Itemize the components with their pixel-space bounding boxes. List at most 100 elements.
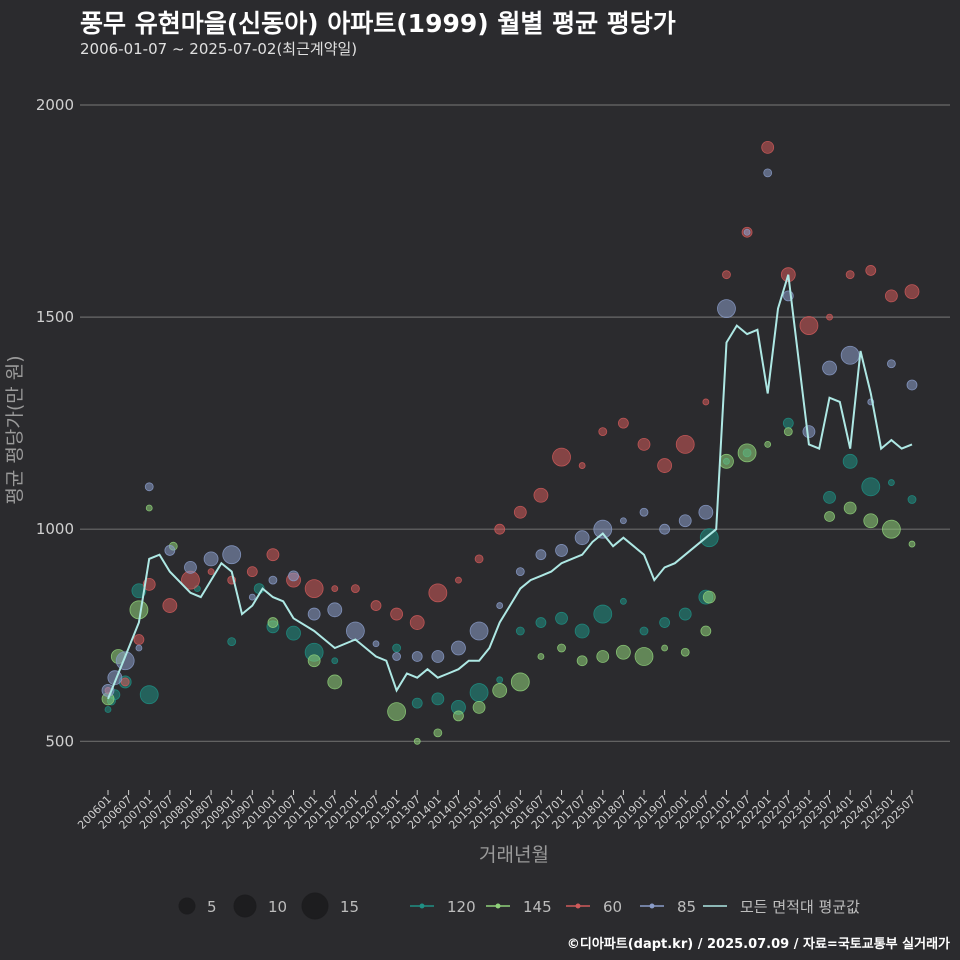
point-120-202507 [907,495,917,504]
point-85-201201 [345,621,365,641]
point-60-200606 [120,677,130,687]
point-85-200901 [222,545,242,565]
point-85-201101 [307,607,321,621]
legend-size-label-10: 10 [268,898,287,916]
point-120-200901 [227,637,237,647]
y-tick-labels: 500 1000 1500 2000 [36,96,74,750]
point-85-202501 [886,359,896,369]
point-60-201307 [409,615,425,630]
point-60-201601 [513,505,527,519]
point-120-202407 [861,477,881,497]
point-85-201307 [411,651,423,662]
point-60-201107 [331,585,339,593]
point-85-201507 [496,602,504,609]
legend-size-5 [178,897,196,915]
point-120-201601 [515,626,525,636]
chart-subtitle: 2006-01-07 ~ 2025-07-02(최근계약일) [80,40,358,58]
point-145-202007 [700,625,712,637]
point-120-201501 [469,683,489,702]
point-145-201601 [510,672,530,692]
point-60-200907 [246,566,258,578]
point-60-201901 [637,437,651,451]
point-120-202008 [699,528,719,548]
point-145-201801 [596,650,610,663]
point-145-201101 [307,654,321,668]
y-tick-2000: 2000 [36,96,74,114]
point-85-201601 [515,567,525,577]
y-axis-label: 평균 평당가(만 원) [4,355,26,504]
point-85-202507 [906,379,918,391]
scatter-points [101,140,920,745]
point-85-202001 [678,514,692,528]
point-85-200701 [144,482,154,492]
point-145-202501 [881,519,901,539]
point-120-202401 [842,453,858,469]
point-85-202301 [802,425,816,439]
point-60-200610 [133,634,145,645]
point-60-202407 [865,265,877,276]
point-60-202101 [722,270,731,280]
point-120-201801 [593,604,613,624]
point-120-200601 [104,706,112,713]
point-85-201901 [639,507,649,517]
point-60-201401 [428,583,448,603]
point-60-201501 [474,554,484,564]
point-85-202401 [840,345,860,365]
point-60-202501 [884,289,898,303]
point-145-202401 [843,501,857,515]
point-60-201907 [657,458,673,473]
point-145-201707 [576,655,588,667]
legend-dot-60 [575,903,581,909]
point-120-200610 [131,583,147,599]
point-145-201307 [413,737,421,745]
legend-dot-120 [419,903,425,909]
legend-label-avg: 모든 면적대 평균값 [740,898,860,916]
point-85-201607 [535,549,547,561]
point-145-202307 [824,511,835,522]
point-120-202307 [823,490,836,504]
point-60-200807 [207,568,215,576]
legend-label-145: 145 [523,898,552,916]
legend-size-15 [301,892,329,920]
point-60-201001 [266,548,280,562]
point-85-201107 [327,602,343,618]
point-85-202107 [743,228,751,236]
point-85-201407 [451,640,466,656]
legend-size-10 [233,894,257,918]
point-145-201607 [537,653,545,660]
footer-credit: ©디아파트(dapt.kr) / 2025.07.09 / 자료=국토교통부 실… [566,937,950,952]
point-60-202301 [799,316,819,335]
x-axis-label: 거래년월 [479,844,549,866]
average-line-path [107,274,913,700]
point-85-202101 [717,299,736,319]
point-85-201701 [555,544,568,557]
point-145-201901 [634,647,654,666]
point-85-200807 [203,551,219,567]
point-60-201507 [494,523,506,535]
average-line [107,274,913,700]
point-85-201001 [268,575,278,585]
point-145-202101 [719,453,734,469]
point-145-201501 [472,700,486,714]
point-85-201807 [619,517,627,525]
point-145-202001 [680,647,690,657]
point-85-202007 [698,504,714,520]
point-145-202507 [908,540,916,548]
point-120-201401 [431,692,445,706]
y-tick-1500: 1500 [36,308,74,326]
grid-lines [80,104,950,742]
point-145-200701 [145,504,153,512]
point-60-201207 [370,600,382,611]
point-120-201607 [535,617,547,628]
point-145-202008 [702,590,716,604]
point-120-201301 [392,643,402,653]
chart-title: 풍무 유현마을(신동아) 아파트(1999) 월별 평균 평당가 [80,9,676,38]
point-145-202207 [783,427,793,437]
point-120-201901 [639,626,649,636]
point-60-202307 [826,313,833,321]
point-120-201307 [411,697,423,709]
point-120-201107 [331,657,339,665]
point-60-201807 [617,417,629,429]
point-85-202307 [822,360,837,376]
point-60-201607 [533,487,549,503]
